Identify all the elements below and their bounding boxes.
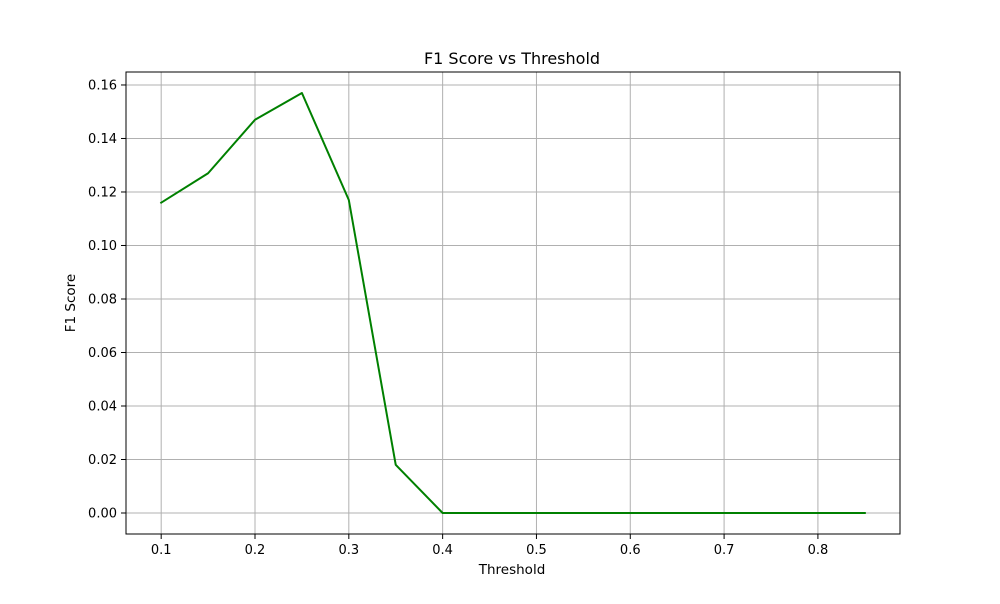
y-tick-label: 0.12 — [88, 185, 117, 200]
y-tick-label: 0.16 — [88, 78, 117, 93]
chart-title: F1 Score vs Threshold — [424, 49, 600, 68]
y-tick-label: 0.14 — [88, 132, 117, 147]
y-axis-ticks: 0.00 0.02 0.04 0.06 0.08 0.10 0.12 0.14 0.16 — [88, 78, 126, 522]
x-tick-label: 0.8 — [808, 543, 829, 558]
series-layer — [159, 92, 866, 514]
plot-frame — [125, 71, 901, 535]
series-line — [159, 92, 866, 514]
x-tick-label: 0.5 — [526, 543, 547, 558]
x-tick-label: 0.4 — [432, 543, 453, 558]
x-tick-label: 0.1 — [151, 543, 172, 558]
y-tick-label: 0.06 — [88, 346, 117, 361]
x-tick-label: 0.7 — [714, 543, 735, 558]
y-tick-label: 0.00 — [88, 507, 117, 522]
x-axis-ticks: 0.1 0.2 0.3 0.4 0.5 0.6 0.7 0.8 — [151, 534, 828, 558]
y-tick-label: 0.10 — [88, 239, 117, 254]
y-tick-label: 0.04 — [88, 399, 117, 414]
x-axis-label: Threshold — [478, 562, 546, 578]
x-tick-label: 0.3 — [338, 543, 359, 558]
x-tick-label: 0.6 — [620, 543, 641, 558]
x-tick-label: 0.2 — [245, 543, 266, 558]
y-tick-label: 0.08 — [88, 292, 117, 307]
grid-lines — [126, 72, 900, 534]
y-tick-label: 0.02 — [88, 453, 117, 468]
y-axis-label: F1 Score — [63, 274, 79, 332]
